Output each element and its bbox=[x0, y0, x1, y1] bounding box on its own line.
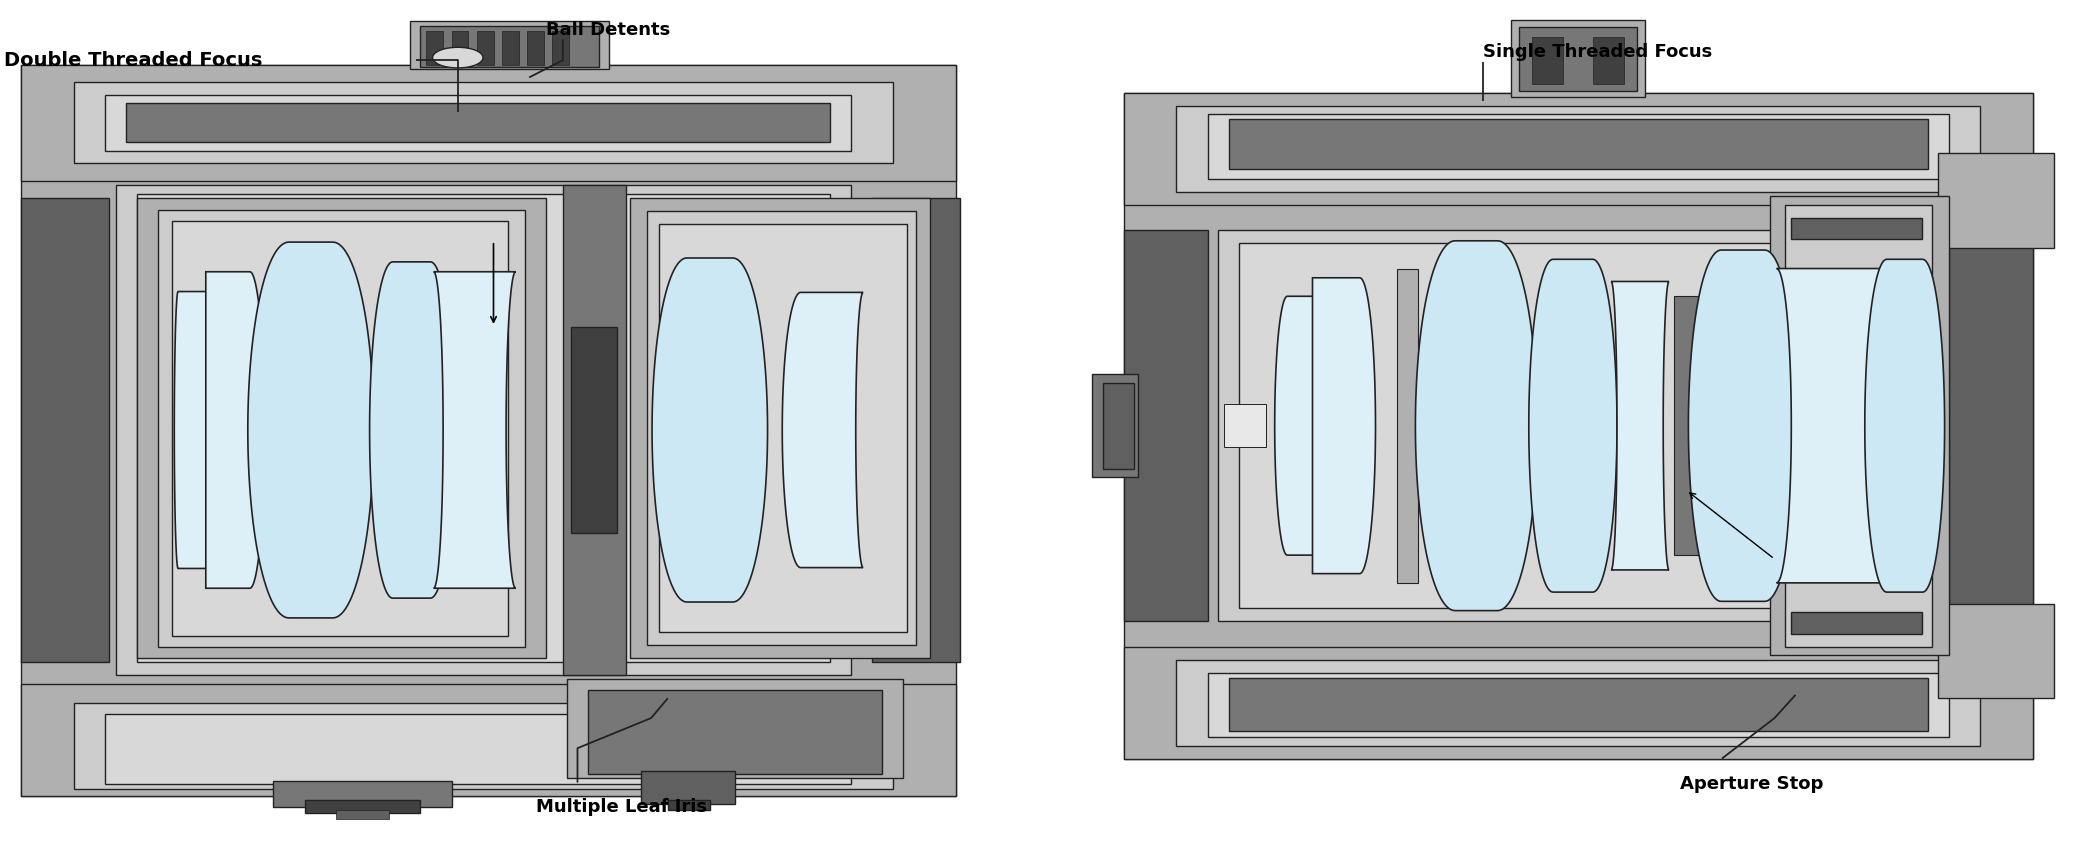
Bar bbox=[426, 31, 443, 65]
Bar bbox=[1791, 218, 1922, 239]
Polygon shape bbox=[1529, 260, 1617, 592]
Bar bbox=[21, 64, 956, 181]
Text: Single Threaded Focus: Single Threaded Focus bbox=[1483, 43, 1712, 60]
Bar bbox=[552, 31, 569, 65]
Polygon shape bbox=[653, 258, 766, 602]
Bar bbox=[1239, 243, 1917, 608]
Polygon shape bbox=[1611, 281, 1670, 570]
Bar bbox=[1102, 383, 1134, 469]
Bar bbox=[1594, 37, 1625, 84]
Bar bbox=[1791, 612, 1922, 634]
Bar bbox=[527, 31, 544, 65]
Bar bbox=[1224, 404, 1266, 447]
Polygon shape bbox=[783, 292, 863, 568]
Bar bbox=[420, 26, 598, 67]
Bar bbox=[571, 327, 617, 533]
Bar bbox=[1124, 647, 2033, 759]
Polygon shape bbox=[1688, 250, 1798, 601]
Polygon shape bbox=[1275, 296, 1321, 556]
Bar bbox=[563, 185, 626, 675]
Bar bbox=[1176, 106, 1980, 192]
Text: Aperture Stop: Aperture Stop bbox=[1680, 776, 1823, 793]
Bar bbox=[1124, 230, 1207, 621]
Bar bbox=[74, 82, 892, 163]
Bar bbox=[659, 224, 907, 632]
Bar bbox=[502, 31, 519, 65]
Polygon shape bbox=[174, 292, 212, 568]
Bar bbox=[477, 31, 493, 65]
Bar bbox=[105, 714, 851, 784]
Bar bbox=[1228, 678, 1928, 731]
Bar bbox=[630, 198, 930, 658]
Bar bbox=[1092, 374, 1138, 477]
Polygon shape bbox=[1865, 260, 1945, 592]
Bar bbox=[304, 800, 420, 813]
Polygon shape bbox=[248, 243, 374, 617]
Bar bbox=[105, 95, 851, 150]
Bar bbox=[1124, 93, 2033, 205]
Polygon shape bbox=[370, 261, 454, 599]
Bar bbox=[21, 64, 956, 796]
Bar bbox=[1208, 114, 1949, 179]
Bar bbox=[1938, 153, 2054, 248]
Bar bbox=[21, 684, 956, 796]
Bar bbox=[1520, 27, 1638, 91]
Bar bbox=[1512, 20, 1646, 97]
Bar bbox=[567, 679, 903, 778]
Bar bbox=[640, 771, 735, 804]
Bar bbox=[336, 810, 388, 819]
Bar bbox=[647, 211, 916, 645]
Polygon shape bbox=[206, 272, 265, 588]
Bar bbox=[410, 22, 609, 69]
Bar bbox=[126, 103, 830, 142]
Circle shape bbox=[433, 47, 483, 68]
Bar bbox=[1218, 230, 1938, 621]
Bar bbox=[1533, 37, 1562, 84]
Bar bbox=[1938, 604, 2054, 698]
Polygon shape bbox=[1777, 268, 1890, 583]
Bar bbox=[136, 198, 546, 658]
Bar bbox=[74, 703, 892, 789]
Bar bbox=[158, 210, 525, 647]
Bar bbox=[452, 31, 468, 65]
Bar bbox=[116, 185, 851, 675]
Polygon shape bbox=[1312, 278, 1376, 574]
Bar bbox=[21, 198, 109, 662]
Bar bbox=[668, 800, 710, 810]
Bar bbox=[136, 194, 830, 662]
Bar bbox=[1674, 296, 1699, 556]
Bar bbox=[1785, 205, 1932, 647]
Text: Ball Detents: Ball Detents bbox=[546, 22, 670, 39]
Bar bbox=[273, 781, 452, 807]
Bar bbox=[1208, 673, 1949, 737]
Bar bbox=[1176, 660, 1980, 746]
Text: Double Threaded Focus: Double Threaded Focus bbox=[4, 51, 262, 70]
Bar bbox=[1949, 230, 2033, 621]
Bar bbox=[172, 221, 508, 636]
Polygon shape bbox=[435, 272, 514, 588]
Bar bbox=[1770, 196, 1949, 655]
Bar bbox=[1228, 119, 1928, 169]
Bar bbox=[872, 198, 960, 662]
Bar bbox=[1396, 268, 1418, 583]
Bar bbox=[588, 690, 882, 774]
Bar bbox=[1124, 93, 2033, 759]
Text: Multiple Leaf Iris: Multiple Leaf Iris bbox=[536, 798, 706, 815]
Polygon shape bbox=[1415, 241, 1537, 611]
